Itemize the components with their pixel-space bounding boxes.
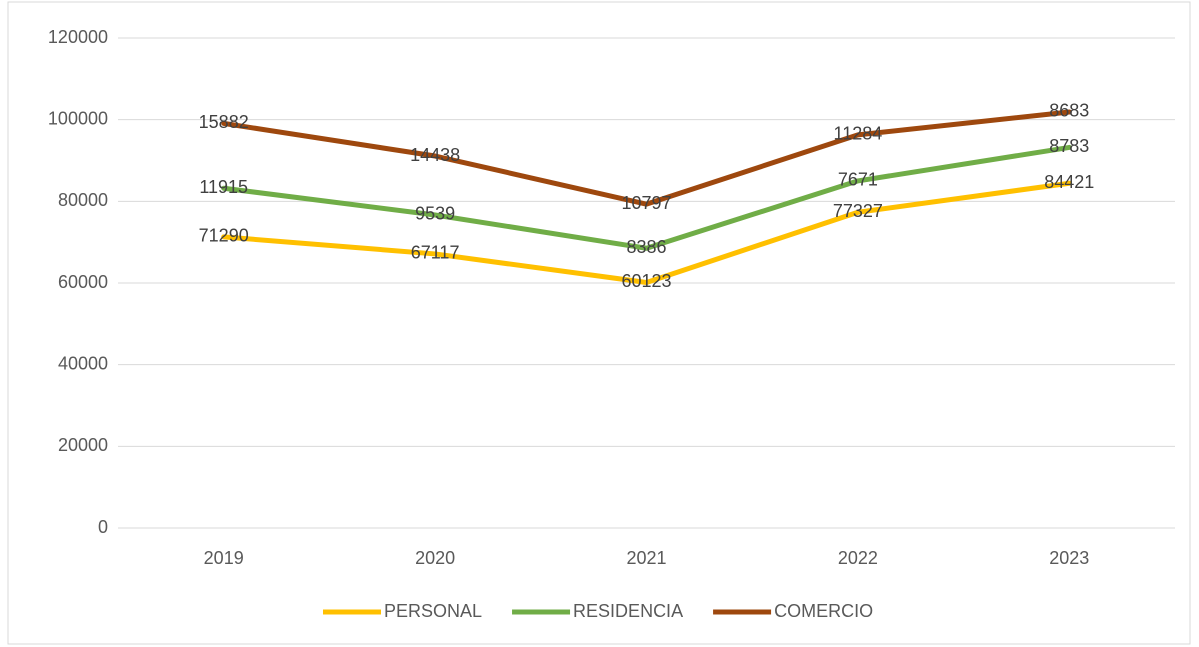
data-label: 14438 [410, 145, 460, 165]
data-label: 11284 [834, 124, 883, 144]
legend-label: RESIDENCIA [573, 601, 683, 621]
y-tick-label: 0 [98, 517, 108, 537]
y-tick-label: 20000 [58, 435, 108, 455]
x-tick-label: 2021 [626, 548, 666, 568]
y-tick-label: 80000 [58, 190, 108, 210]
y-tick-label: 100000 [48, 108, 108, 128]
chart-border [7, 1, 1191, 645]
x-tick-label: 2019 [204, 548, 244, 568]
y-tick-label: 40000 [58, 353, 108, 373]
x-tick-label: 2022 [838, 548, 878, 568]
series-line [221, 109, 1072, 207]
y-tick-label: 120000 [48, 27, 108, 47]
data-label: 10797 [621, 193, 671, 213]
series-line [221, 180, 1072, 285]
data-label: 11915 [199, 177, 248, 197]
x-tick-label: 2020 [415, 548, 455, 568]
data-label: 8783 [1049, 136, 1089, 156]
data-label: 60123 [621, 271, 671, 291]
data-label: 84421 [1044, 172, 1094, 192]
data-label: 8683 [1049, 101, 1089, 121]
data-label: 9539 [415, 204, 455, 224]
series-line [221, 144, 1072, 251]
data-label: 8386 [626, 237, 666, 257]
x-tick-label: 2023 [1049, 548, 1089, 568]
legend-label: COMERCIO [774, 601, 873, 621]
data-label: 67117 [411, 243, 460, 263]
data-label: 7671 [838, 170, 878, 190]
data-label: 77327 [833, 201, 883, 221]
legend-label: PERSONAL [384, 601, 482, 621]
data-label: 71290 [199, 226, 249, 246]
y-tick-label: 60000 [58, 272, 108, 292]
data-label: 15882 [199, 112, 249, 132]
